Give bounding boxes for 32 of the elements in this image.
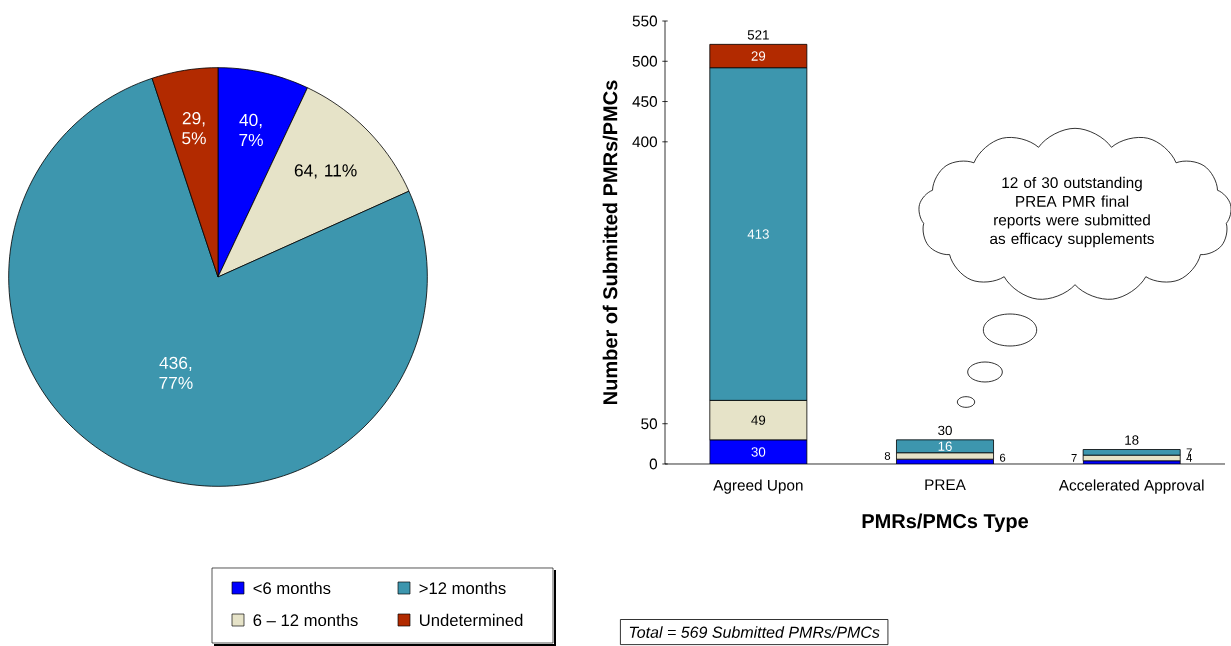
data-label: 64, 11%: [294, 164, 357, 179]
total-label: 30: [938, 425, 952, 436]
x-tick-label: Accelerated Approval: [1058, 479, 1204, 494]
legend-label: <6 months: [253, 581, 331, 595]
data-label: 16: [938, 441, 952, 451]
y-tick-label: 50: [641, 418, 658, 430]
text: Total = 569 Submitted PMRs/PMCs: [629, 626, 880, 638]
y-tick-label: 400: [632, 136, 658, 148]
total-label: 521: [747, 30, 769, 40]
data-label: 40, 7%: [239, 113, 263, 147]
y-tick-label: 0: [649, 458, 658, 470]
y-tick-label: 500: [632, 55, 658, 67]
data-label: 30: [751, 447, 766, 457]
annotation: 12 of 30 outstanding PREA PMR final reports were submitted as efficacy supplements: [990, 176, 1154, 248]
data-label: 6: [1000, 453, 1006, 462]
y-tick-label: 450: [632, 96, 658, 107]
data-label: 29: [751, 51, 766, 61]
x-tick-label: Agreed Upon: [713, 479, 803, 494]
total-label: 18: [1125, 435, 1139, 445]
legend-label: >12 months: [419, 581, 506, 595]
data-label: 436, 77%: [159, 356, 193, 389]
y-tick-label: 550: [632, 15, 658, 27]
legend-label: 6 – 12 months: [253, 613, 358, 627]
x-axis-title: PMRs/PMCs Type: [862, 513, 1029, 533]
legend-label: Undetermined: [419, 613, 523, 627]
y-axis-title: Number of Submitted PMRs/PMCs: [602, 80, 618, 404]
data-label: 7: [1071, 454, 1077, 462]
data-label: 29, 5%: [182, 112, 206, 145]
data-label: 413: [747, 229, 769, 239]
data-label: 49: [751, 415, 766, 425]
x-tick-label: PREA: [925, 479, 966, 490]
data-label: 8: [884, 451, 891, 460]
